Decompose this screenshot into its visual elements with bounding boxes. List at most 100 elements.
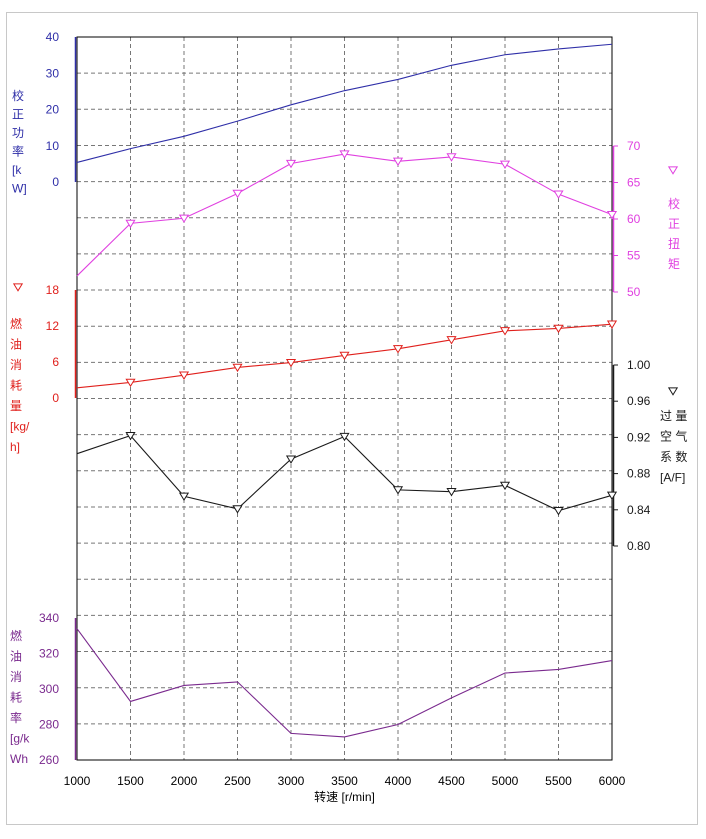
- torque-data-point: [125, 219, 136, 229]
- lambda-data-point: [232, 505, 243, 514]
- fuel-data-point: [553, 324, 564, 334]
- lambda-axis-title: [A/F]: [660, 471, 685, 485]
- fuel-tick-label: 0: [52, 391, 59, 405]
- lambda-tick-label: 0.80: [627, 539, 651, 553]
- fuel-data-point: [285, 358, 297, 368]
- bsfc-axis-title: Wh: [10, 752, 28, 766]
- torque-data-point: [178, 214, 190, 224]
- bsfc-tick-label: 260: [39, 753, 59, 767]
- fuel-data-point: [339, 351, 350, 361]
- torque-data-point: [499, 160, 511, 169]
- lambda-axis-title: 系 数: [660, 449, 687, 464]
- chart-frame: [6, 12, 698, 825]
- torque-data-point: [232, 189, 243, 199]
- power-tick-label: 20: [46, 103, 60, 117]
- power-series-line: [76, 43, 613, 163]
- bsfc-axis-title: 燃: [10, 628, 22, 643]
- x-tick-label: 5500: [545, 774, 572, 788]
- lambda-data-point: [125, 431, 136, 441]
- x-tick-label: 1000: [64, 774, 91, 788]
- x-tick-label: 6000: [599, 774, 626, 788]
- x-tick-label: 4000: [385, 774, 412, 788]
- power-tick-label: 10: [46, 139, 60, 153]
- lambda-tick-label: 0.92: [627, 430, 651, 444]
- x-tick-label: 5000: [492, 774, 519, 788]
- bsfc-tick-label: 340: [39, 611, 59, 625]
- fuel-tick-label: 12: [46, 319, 60, 333]
- torque-data-point: [392, 157, 404, 167]
- torque-data-point: [446, 153, 457, 162]
- bsfc-axis-title: 率: [10, 710, 22, 725]
- power-tick-label: 0: [52, 175, 59, 189]
- lambda-data-point: [499, 481, 511, 491]
- power-axis-title: 率: [12, 144, 24, 159]
- lambda-legend-marker: [667, 387, 679, 396]
- x-axis-title: 转速 [r/min]: [314, 789, 375, 804]
- lambda-tick-label: 0.84: [627, 503, 651, 517]
- lambda-data-point: [446, 488, 457, 497]
- fuel-legend-marker: [12, 283, 24, 292]
- fuel-data-point: [499, 327, 511, 336]
- fuel-axis-title: 燃: [10, 316, 22, 331]
- torque-data-point: [339, 150, 350, 159]
- fuel-axis-title: 量: [10, 399, 22, 413]
- grid: [77, 37, 612, 760]
- x-tick-label: 2500: [224, 774, 251, 788]
- bsfc-tick-label: 300: [39, 682, 59, 696]
- lambda-tick-label: 0.96: [627, 394, 651, 408]
- lambda-axis-title: 空 气: [660, 429, 687, 444]
- x-tick-label: 4500: [438, 774, 465, 788]
- torque-axis-title: 正: [668, 217, 680, 231]
- fuel-data-point: [232, 363, 243, 373]
- bsfc-axis-title: 消: [10, 670, 22, 684]
- torque-data-point: [285, 159, 297, 169]
- lambda-axis-title: 过 量: [660, 409, 687, 423]
- power-tick-label: 30: [46, 66, 60, 80]
- torque-tick-label: 55: [627, 249, 641, 263]
- lambda-data-point: [285, 455, 297, 464]
- fuel-axis-title: 油: [10, 338, 22, 352]
- fuel-tick-label: 18: [46, 283, 60, 297]
- bsfc-axis-title: [g/k: [10, 732, 30, 746]
- torque-axis-title: 扭: [668, 237, 680, 251]
- power-axis-title: [k: [12, 163, 22, 177]
- x-tick-label: 2000: [171, 774, 198, 788]
- bsfc-series-line: [76, 628, 613, 738]
- power-axis-title: 校: [12, 88, 24, 103]
- x-tick-label: 1500: [117, 774, 144, 788]
- lambda-data-point: [339, 432, 350, 442]
- lambda-tick-label: 1.00: [627, 358, 651, 372]
- plot-area-border: [76, 36, 613, 761]
- lambda-tick-label: 0.88: [627, 467, 651, 481]
- lambda-data-point: [606, 491, 618, 501]
- torque-data-point: [606, 210, 618, 220]
- fuel-axis-title: 消: [10, 358, 22, 372]
- x-tick-label: 3000: [278, 774, 305, 788]
- fuel-data-point: [606, 320, 618, 329]
- torque-tick-label: 50: [627, 285, 641, 299]
- fuel-data-point: [125, 378, 136, 388]
- bsfc-tick-label: 320: [39, 647, 59, 661]
- power-tick-label: 40: [46, 30, 60, 44]
- fuel-axis-title: h]: [10, 440, 20, 454]
- bsfc-tick-label: 280: [39, 718, 59, 732]
- torque-tick-label: 70: [627, 139, 641, 153]
- torque-tick-label: 60: [627, 212, 641, 226]
- torque-tick-label: 65: [627, 176, 641, 190]
- bsfc-axis-title: 耗: [10, 691, 22, 705]
- power-axis-title: W]: [12, 182, 27, 196]
- x-tick-label: 3500: [331, 774, 358, 788]
- torque-axis-title: 校: [668, 196, 680, 211]
- fuel-data-point: [446, 336, 457, 345]
- fuel-axis-title: 耗: [10, 379, 22, 393]
- fuel-data-point: [178, 371, 190, 380]
- fuel-data-point: [392, 345, 404, 354]
- torque-data-point: [553, 190, 564, 199]
- lambda-data-point: [553, 507, 564, 516]
- torque-axis-title: 矩: [668, 257, 680, 271]
- bsfc-axis-title: 油: [10, 650, 22, 664]
- lambda-data-point: [392, 486, 404, 495]
- power-axis-title: 正: [12, 108, 24, 122]
- lambda-data-point: [178, 492, 190, 501]
- power-axis-title: 功: [12, 126, 24, 140]
